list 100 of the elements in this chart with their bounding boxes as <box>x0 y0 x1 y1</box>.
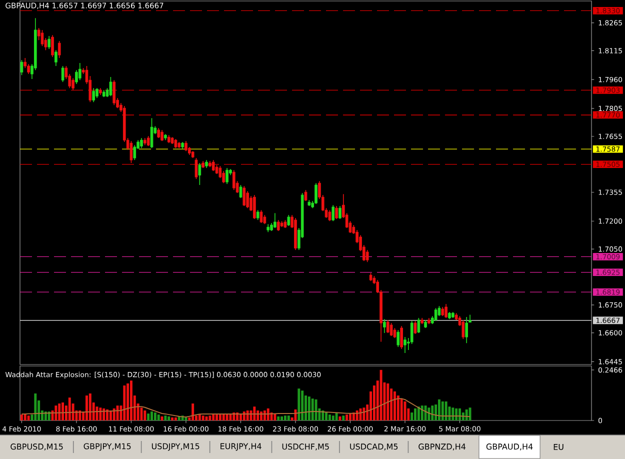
candlestick <box>239 184 242 198</box>
bar <box>325 412 328 420</box>
bar <box>280 416 284 420</box>
bar <box>322 410 324 420</box>
bar <box>338 416 342 420</box>
bar <box>253 406 256 420</box>
candlestick <box>150 118 154 149</box>
bar <box>284 416 286 420</box>
text: GBPNZD,H4 <box>418 444 466 450</box>
bar <box>431 406 434 420</box>
candlestick <box>58 40 61 58</box>
text: GBPJPY,M15 <box>84 443 131 451</box>
candlestick <box>160 130 164 142</box>
bar <box>452 408 454 420</box>
candlestick <box>383 318 386 334</box>
bar <box>130 380 132 420</box>
bar <box>62 402 64 420</box>
bar <box>54 406 58 420</box>
candlestick <box>287 214 290 226</box>
candlestick <box>212 160 215 172</box>
bar <box>301 390 304 420</box>
candlestick <box>434 308 438 322</box>
bar <box>342 416 345 420</box>
bar <box>157 414 160 420</box>
candlestick <box>92 88 95 103</box>
bar <box>218 414 222 420</box>
candlestick <box>194 158 198 180</box>
bar <box>458 408 461 420</box>
bar <box>380 370 382 420</box>
bar <box>311 398 314 420</box>
bar <box>160 416 164 420</box>
candlestick <box>335 206 338 220</box>
candlestick <box>304 190 308 202</box>
bar <box>396 396 400 420</box>
candlestick <box>328 210 332 222</box>
bar <box>356 410 358 420</box>
candlestick <box>96 88 98 98</box>
text: USDCAD,M5 <box>350 444 398 450</box>
candlestick <box>184 140 188 152</box>
bar <box>192 403 194 420</box>
bar <box>86 396 88 420</box>
candlestick <box>314 182 318 204</box>
bar <box>441 401 444 420</box>
bar <box>438 399 440 420</box>
candlestick <box>40 30 44 46</box>
text: EURJPY,H4 <box>220 443 262 451</box>
candlestick <box>260 210 263 224</box>
candlestick <box>404 336 406 354</box>
bar <box>150 411 153 420</box>
candlestick <box>444 304 448 318</box>
candlestick <box>72 78 74 90</box>
bar <box>112 408 116 420</box>
bar <box>99 408 102 420</box>
candlestick <box>366 250 369 262</box>
bar <box>420 406 424 420</box>
text: USDCHF,M5 <box>282 444 329 450</box>
bar <box>208 416 212 420</box>
candlestick <box>396 330 400 348</box>
bar <box>298 388 300 420</box>
candlestick <box>51 34 54 58</box>
bar <box>102 408 106 420</box>
bar <box>168 416 170 420</box>
bar <box>184 417 188 420</box>
candlestick <box>338 206 342 220</box>
candlestick <box>417 318 420 334</box>
bar <box>164 416 167 420</box>
bar <box>154 412 156 420</box>
candlestick <box>198 162 202 186</box>
candlestick <box>274 212 276 228</box>
bar <box>174 417 177 420</box>
bar <box>68 398 71 420</box>
bar <box>178 416 180 420</box>
candlestick <box>146 136 150 146</box>
text: USDJPY,M15 <box>152 443 200 451</box>
bar <box>400 398 403 420</box>
bar <box>428 408 430 420</box>
candlestick <box>441 306 444 316</box>
candlestick <box>390 322 393 336</box>
candlestick <box>48 36 51 50</box>
bar <box>266 408 270 420</box>
bar <box>106 409 108 420</box>
bar <box>335 412 338 420</box>
bar <box>308 396 310 420</box>
bar <box>332 416 334 420</box>
candlestick <box>130 140 133 164</box>
bar <box>287 416 290 420</box>
candlestick <box>20 60 24 76</box>
bar <box>126 383 130 420</box>
bar <box>212 414 215 420</box>
text: GBPAUD,H4 <box>486 444 533 450</box>
bar <box>417 406 420 420</box>
candlestick <box>242 186 246 206</box>
candlestick <box>414 320 417 334</box>
candlestick <box>54 50 58 66</box>
text: EU <box>554 444 564 450</box>
bar <box>256 410 260 420</box>
bar <box>277 416 280 420</box>
bar <box>144 410 146 420</box>
bar <box>123 385 126 420</box>
bar <box>465 409 468 420</box>
